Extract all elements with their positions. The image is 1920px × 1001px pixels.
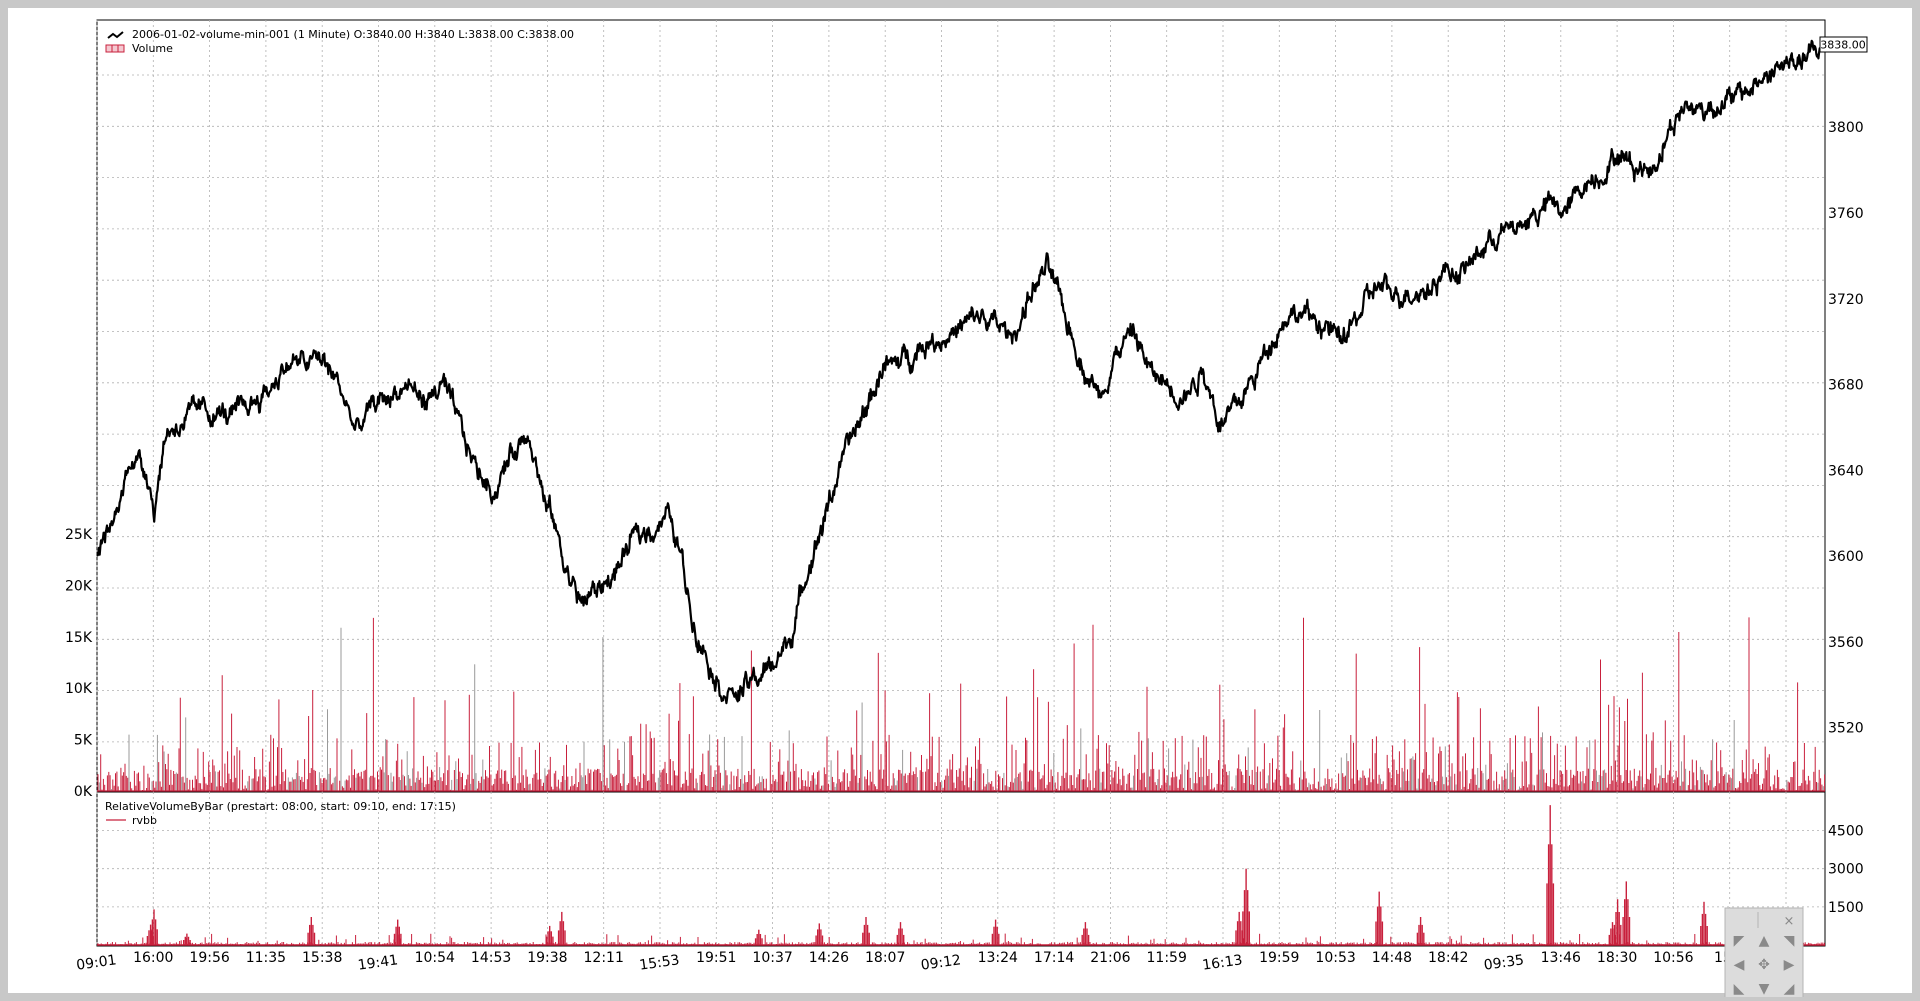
price-tick-label: 3560 [1828, 635, 1864, 651]
price-tick-label: 3800 [1828, 120, 1864, 136]
navigator-buttons: ◤ ▲ ◥ ◀ ✥ ▶ ◣ ▼ ◢ [1734, 933, 1795, 997]
time-tick-label: 10:54 [415, 950, 455, 966]
price-tick-label: 3760 [1828, 206, 1864, 222]
rvbb-axis: 1500 3000 4500 [1828, 824, 1864, 916]
navigator-widget[interactable]: × ◤ ▲ ◥ ◀ ✥ ▶ ◣ ▼ ◢ [1724, 907, 1804, 999]
volume-tick-label: 25K [65, 527, 93, 543]
time-tick-label: 09:12 [920, 952, 962, 973]
volume-tick-label: 10K [65, 681, 93, 697]
volume-legend-label: Volume [132, 42, 173, 55]
rvbb-tick-label: 3000 [1828, 862, 1864, 878]
arrow-up-right-icon[interactable]: ◥ [1784, 933, 1795, 949]
time-tick-label: 19:51 [696, 950, 736, 966]
arrow-down-right-icon[interactable]: ◢ [1784, 981, 1795, 997]
price-tick-label: 3720 [1828, 292, 1864, 308]
time-tick-label: 17:14 [1034, 950, 1074, 966]
time-tick-label: 11:35 [246, 950, 286, 966]
time-tick-label: 09:35 [1483, 952, 1525, 973]
time-tick-label: 10:37 [752, 950, 792, 966]
last-price-tag: 3838.00 [1819, 36, 1868, 53]
volume-bar-icon [105, 44, 125, 53]
time-tick-label: 13:46 [1541, 950, 1581, 966]
time-tick-label: 10:53 [1315, 950, 1355, 966]
arrow-down-left-icon[interactable]: ◣ [1734, 981, 1745, 997]
arrow-left-icon[interactable]: ◀ [1734, 957, 1745, 973]
time-tick-label: 15:53 [638, 952, 680, 973]
navigator-panel [1724, 907, 1804, 999]
price-line [96, 36, 1827, 705]
time-tick-label: 15:38 [302, 950, 342, 966]
time-tick-label: 14:48 [1372, 950, 1412, 966]
line-icon [107, 31, 124, 39]
indicator-legend: RelativeVolumeByBar (prestart: 08:00, st… [105, 800, 456, 827]
price-tick-label: 3520 [1828, 721, 1864, 737]
time-tick-label: 12:11 [584, 950, 624, 966]
rvbb-tick-label: 1500 [1828, 900, 1864, 916]
time-tick-label: 19:38 [527, 950, 567, 966]
time-tick-label: 14:53 [471, 950, 511, 966]
rvbb-tick-label: 4500 [1828, 824, 1864, 840]
price-axis: 3520 3560 3600 3640 3680 3720 3760 3800 [1828, 120, 1864, 737]
time-tick-label: 18:07 [865, 950, 905, 966]
time-tick-label: 19:56 [189, 950, 229, 966]
volume-tick-label: 20K [65, 578, 93, 594]
time-tick-label: 11:59 [1147, 950, 1187, 966]
last-price-label: 3838.00 [1820, 39, 1866, 52]
time-tick-label: 14:26 [809, 950, 849, 966]
time-tick-label: 18:42 [1428, 950, 1468, 966]
time-tick-label: 19:59 [1259, 950, 1299, 966]
arrow-up-left-icon[interactable]: ◤ [1734, 933, 1745, 949]
price-tick-label: 3600 [1828, 549, 1864, 565]
time-tick-label: 16:13 [1201, 952, 1243, 973]
arrow-up-icon[interactable]: ▲ [1759, 933, 1770, 949]
indicator-title: RelativeVolumeByBar (prestart: 08:00, st… [105, 800, 456, 813]
time-tick-label: 19:41 [357, 952, 399, 973]
price-legend-label: 2006-01-02-volume-min-001 (1 Minute) O:3… [132, 28, 574, 41]
move-icon[interactable]: ✥ [1758, 957, 1770, 973]
volume-tick-label: 15K [65, 630, 93, 646]
arrow-right-icon[interactable]: ▶ [1784, 957, 1795, 973]
time-tick-label: 13:24 [978, 950, 1018, 966]
volume-bars [97, 617, 1826, 791]
time-tick-label: 18:30 [1597, 950, 1637, 966]
time-tick-label: 09:01 [75, 952, 117, 973]
volume-tick-label: 0K [74, 784, 93, 800]
last-price-box [1819, 36, 1868, 53]
price-tick-label: 3680 [1828, 378, 1864, 394]
main-panel-grid [96, 20, 1825, 792]
time-tick-label: 16:00 [133, 950, 173, 966]
time-tick-label: 21:06 [1090, 950, 1130, 966]
main-legend: 2006-01-02-volume-min-001 (1 Minute) O:3… [105, 28, 574, 55]
volume-tick-label: 5K [74, 733, 93, 749]
volume-axis: 0K 5K 10K 15K 20K 25K [65, 527, 93, 800]
arrow-down-icon[interactable]: ▼ [1759, 981, 1770, 997]
rvbb-legend-label: rvbb [132, 814, 157, 827]
time-tick-label: 10:56 [1653, 950, 1693, 966]
price-tick-label: 3640 [1828, 463, 1864, 479]
navigator-close-button[interactable]: × [1784, 914, 1795, 929]
indicator-panel-grid [96, 792, 1825, 945]
